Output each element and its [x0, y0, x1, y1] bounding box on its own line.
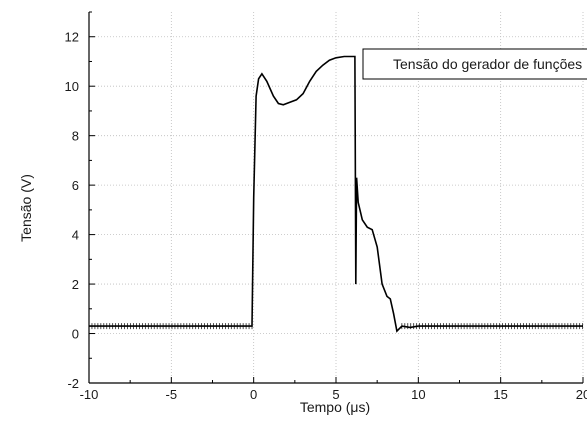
grid	[89, 12, 584, 383]
legend-box	[362, 48, 587, 80]
ticks: -10 -5 0 5 10 15 20 -2 0 2 4 6 8 10 12	[65, 11, 587, 402]
y-tick-label: 8	[72, 129, 79, 144]
y-tick-label: 6	[72, 178, 79, 193]
x-tick-label: -10	[80, 387, 99, 402]
x-tick-label: 15	[493, 387, 507, 402]
y-tick-label: 10	[65, 79, 79, 94]
x-tick-label: 10	[411, 387, 425, 402]
x-tick-label: -5	[166, 387, 178, 402]
x-tick-label: 20	[576, 387, 587, 402]
y-tick-label: 0	[72, 327, 79, 342]
y-tick-label: 2	[72, 277, 79, 292]
series-layer	[88, 55, 584, 333]
y-tick-label: -2	[67, 376, 79, 391]
x-tick-label: 0	[250, 387, 257, 402]
y-tick-label: 4	[72, 228, 79, 243]
y-axis-label: Tensão (V)	[18, 174, 34, 242]
y-tick-label: 12	[65, 30, 79, 45]
series-line	[89, 55, 583, 333]
x-axis-label: Tempo (μs)	[300, 399, 370, 415]
x-tick-label: 5	[332, 387, 339, 402]
legend-series-label: Tensão do gerador de funções	[393, 56, 582, 72]
legend: Tensão do gerador de funções	[362, 48, 587, 80]
